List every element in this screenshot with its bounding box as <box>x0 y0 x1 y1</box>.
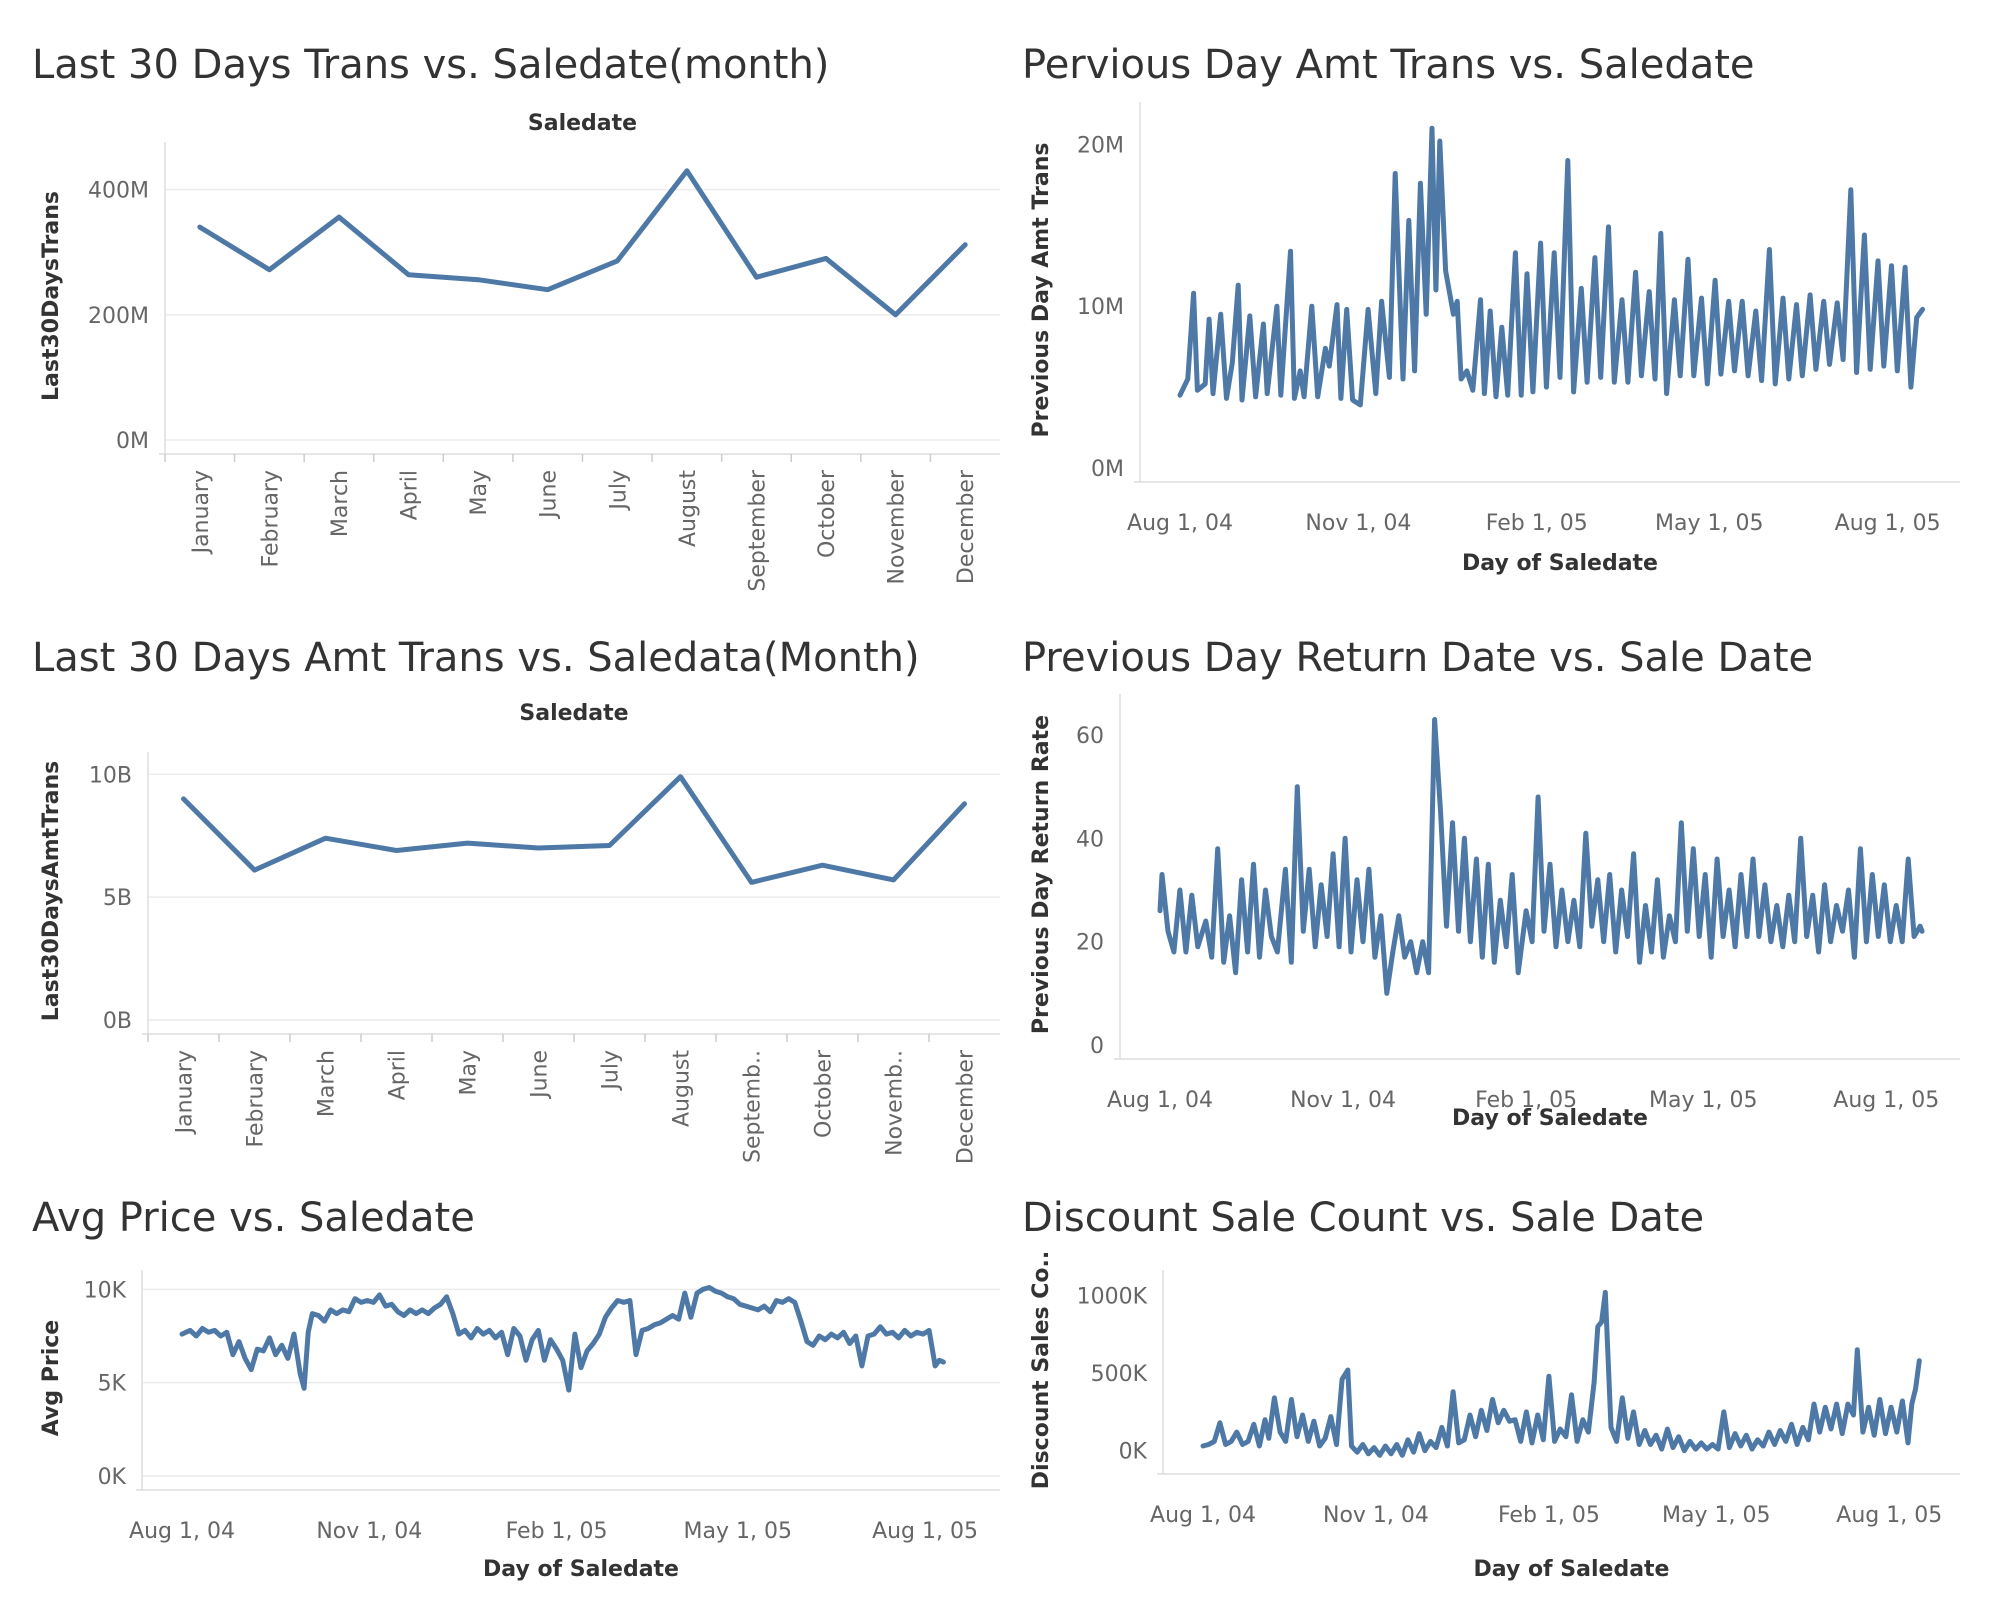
x-tick-label: Feb 1, 05 <box>506 1519 608 1544</box>
x-tick-label: Feb 1, 05 <box>1486 511 1588 536</box>
y-tick-label: 0K <box>98 1465 127 1490</box>
x-axis-label: Day of Saledate <box>1452 1106 1648 1131</box>
chart-title-prev-day-amt: Pervious Day Amt Trans vs. Saledate <box>1022 42 1755 88</box>
series-line <box>179 1285 946 1393</box>
y-tick-label: 0 <box>1090 1034 1104 1059</box>
chart-prev-day-return: 0 20 40 60 Previous Day Return Rate Aug 1, 04… <box>1029 694 1960 1131</box>
chart-prev-day-amt: 0M 10M 20M Previous Day Amt Trans Aug 1, 04 N… <box>1029 102 1960 576</box>
series-line <box>1177 125 1926 408</box>
y-axis-label: Last30DaysAmtTrans <box>39 761 64 1021</box>
chart-title-prev-day-return: Previous Day Return Date vs. Sale Date <box>1022 635 1814 681</box>
x-tick-label: February <box>244 1050 269 1148</box>
x-tick-label: Aug 1, 04 <box>1150 1503 1256 1528</box>
y-tick-label: 20M <box>1077 133 1124 158</box>
y-axis-label: Last30DaysTrans <box>39 191 64 401</box>
x-tick-label: Aug 1, 05 <box>1835 511 1941 536</box>
series-line <box>197 168 968 318</box>
chart-title-discount-count: Discount Sale Count vs. Sale Date <box>1022 1195 1705 1241</box>
y-tick-label: 5B <box>103 886 132 911</box>
x-tick-label: April <box>398 470 423 520</box>
x-axis-label: Day of Saledate <box>1474 1557 1670 1582</box>
y-tick-label: 0M <box>1091 457 1124 482</box>
x-axis-label: Saledate <box>528 111 637 136</box>
x-tick-label: July <box>606 470 631 512</box>
x-tick-label: May 1, 05 <box>1655 511 1763 536</box>
x-tick-label: November <box>885 469 910 584</box>
x-tick-label: March <box>328 470 353 537</box>
chart-discount-count: 0K 500K 1000K Discount Sales Co.. Aug 1, 04 N… <box>1029 1251 1960 1582</box>
x-tick-label: December <box>954 1049 979 1164</box>
chart-avg-price: 0K 5K 10K Avg Price Aug 1, 04 Nov 1, 04 Feb 1,… <box>39 1270 1000 1582</box>
series-line <box>181 774 967 885</box>
y-tick-label: 5K <box>98 1372 127 1397</box>
x-tick-label: March <box>315 1050 340 1117</box>
x-tick-label: Feb 1, 05 <box>1498 1503 1600 1528</box>
x-tick-label: January <box>173 1050 198 1135</box>
chart-title-avg-price: Avg Price vs. Saledate <box>32 1195 475 1241</box>
y-tick-label: 200M <box>88 304 149 329</box>
x-tick-label: August <box>676 470 701 547</box>
x-tick-label: December <box>954 469 979 584</box>
x-axis-label: Day of Saledate <box>1462 551 1658 576</box>
x-tick-label: April <box>386 1050 411 1100</box>
y-axis-label: Previous Day Amt Trans <box>1029 143 1054 438</box>
x-tick-label: Aug 1, 04 <box>129 1519 235 1544</box>
x-tick-label: Aug 1, 05 <box>872 1519 978 1544</box>
x-tick-label: January <box>189 470 214 555</box>
y-tick-label: 20 <box>1076 931 1104 956</box>
x-axis-label: Saledate <box>519 701 628 726</box>
y-tick-label: 40 <box>1076 827 1104 852</box>
x-tick-label: Nov 1, 04 <box>316 1519 422 1544</box>
x-tick-label: Feb 1, 05 <box>1475 1088 1577 1113</box>
x-tick-label: May 1, 05 <box>1662 1503 1770 1528</box>
chart-last30-trans: 0M 200M 400M Last30DaysTrans Saledate January… <box>39 111 1000 592</box>
x-tick-label: Nov 1, 04 <box>1290 1088 1396 1113</box>
y-tick-label: 0K <box>1119 1440 1148 1465</box>
y-tick-label: 500K <box>1091 1362 1148 1387</box>
x-tick-label: August <box>670 1050 695 1127</box>
x-tick-label: October <box>815 469 840 558</box>
x-tick-label: Novemb.. <box>883 1050 908 1156</box>
y-tick-label: 10M <box>1077 295 1124 320</box>
x-axis-label: Day of Saledate <box>483 1557 679 1582</box>
x-tick-label: Aug 1, 04 <box>1107 1088 1213 1113</box>
x-tick-label: May 1, 05 <box>684 1519 792 1544</box>
x-tick-label: Nov 1, 04 <box>1323 1503 1429 1528</box>
x-tick-label: September <box>745 469 770 592</box>
x-tick-label: Septemb.. <box>741 1050 766 1163</box>
x-tick-label: February <box>258 470 283 568</box>
y-tick-label: 0B <box>103 1009 132 1034</box>
y-axis-label: Discount Sales Co.. <box>1029 1251 1054 1489</box>
x-tick-label: June <box>528 1050 553 1100</box>
x-tick-label: Aug 1, 04 <box>1127 511 1233 536</box>
y-tick-label: 10B <box>89 763 132 788</box>
x-tick-label: Aug 1, 05 <box>1836 1503 1942 1528</box>
y-tick-label: 10K <box>84 1278 127 1303</box>
chart-title-last30-trans: Last 30 Days Trans vs. Saledate(month) <box>32 42 830 88</box>
x-tick-label: October <box>812 1049 837 1138</box>
y-tick-label: 1000K <box>1077 1285 1148 1310</box>
x-tick-label: July <box>599 1050 624 1092</box>
x-tick-label: Nov 1, 04 <box>1305 511 1411 536</box>
x-tick-label: May 1, 05 <box>1649 1088 1757 1113</box>
x-tick-label: Aug 1, 05 <box>1833 1088 1939 1113</box>
y-tick-label: 400M <box>88 179 149 204</box>
x-tick-label: June <box>537 470 562 520</box>
series-line <box>1200 1289 1922 1458</box>
y-axis-label: Avg Price <box>39 1320 64 1436</box>
y-tick-label: 0M <box>116 429 149 454</box>
y-tick-label: 60 <box>1076 724 1104 749</box>
chart-last30-amt: 0B 5B 10B Last30DaysAmtTrans Saledate January… <box>39 701 1000 1164</box>
chart-title-last30-amt: Last 30 Days Amt Trans vs. Saledata(Mont… <box>32 635 920 681</box>
series-line <box>1157 717 1925 996</box>
x-tick-label: May <box>467 470 492 515</box>
x-tick-label: May <box>457 1050 482 1095</box>
y-axis-label: Previous Day Return Rate <box>1029 715 1054 1034</box>
